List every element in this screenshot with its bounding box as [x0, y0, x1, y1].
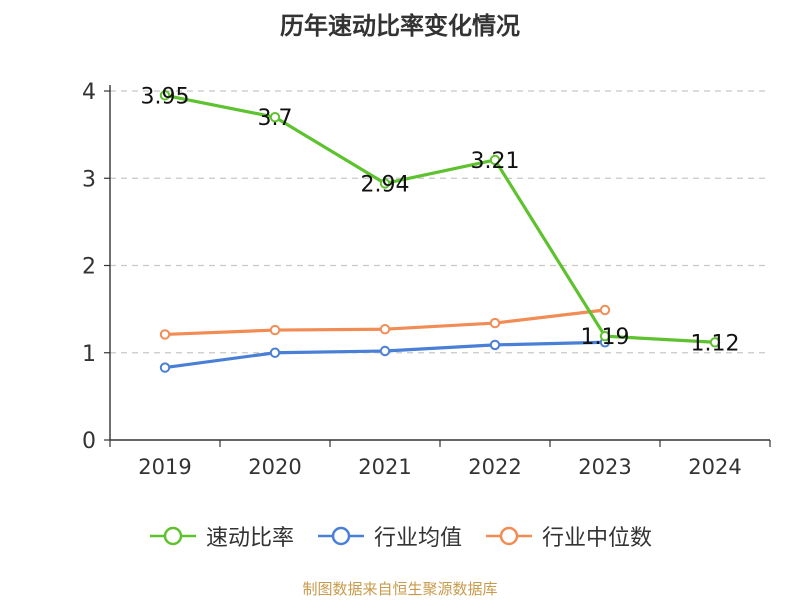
legend-label-quick-ratio: 速动比率 [205, 526, 294, 551]
x-tick-label: 2019 [138, 455, 191, 479]
y-tick-label: 2 [82, 255, 96, 280]
data-point[interactable] [379, 345, 391, 357]
data-source-note: 制图数据来自恒生聚源数据库 [302, 580, 498, 598]
data-point[interactable] [599, 304, 611, 316]
data-label: 3.21 [471, 149, 520, 174]
legend-item-industry-average[interactable]: 行业均值 [316, 520, 462, 552]
y-tick-label: 3 [82, 167, 96, 192]
legend-item-quick-ratio[interactable]: 速动比率 [148, 520, 294, 552]
legend-label-industry-median: 行业中位数 [542, 526, 653, 551]
x-tick-label: 2020 [248, 455, 301, 479]
y-tick-label: 4 [82, 80, 96, 105]
legend-swatch-industry-median [486, 526, 532, 546]
y-tick-label: 1 [82, 342, 96, 367]
data-label: 1.12 [691, 331, 740, 356]
x-tick-label: 2022 [468, 455, 521, 479]
legend-label-industry-average: 行业均值 [373, 526, 462, 551]
data-point[interactable] [379, 323, 391, 335]
x-tick-label: 2023 [578, 455, 631, 479]
data-point[interactable] [489, 317, 501, 329]
legend: 速动比率 行业均值 行业中位数 [0, 520, 800, 552]
x-tick-label: 2024 [688, 455, 741, 479]
data-point[interactable] [379, 178, 391, 189]
legend-item-industry-median[interactable]: 行业中位数 [484, 520, 652, 552]
data-point[interactable] [599, 330, 611, 342]
x-tick-label: 2021 [358, 455, 411, 479]
data-point[interactable] [159, 362, 171, 373]
data-point[interactable] [269, 324, 281, 336]
y-tick-label: 0 [82, 429, 96, 454]
chart-title: 历年速动比率变化情况 [280, 12, 520, 40]
legend-swatch-industry-average [317, 526, 364, 546]
data-label: 2.94 [361, 172, 410, 197]
legend-swatch-quick-ratio [149, 526, 196, 546]
data-point[interactable] [489, 154, 501, 166]
series-line-0 [164, 93, 716, 344]
data-label: 3.7 [258, 106, 293, 131]
data-label: 3.95 [141, 84, 190, 109]
data-label: 1.19 [581, 325, 630, 350]
data-point[interactable] [709, 337, 721, 348]
data-point[interactable] [159, 329, 171, 340]
data-point[interactable] [159, 90, 171, 101]
data-point[interactable] [269, 347, 281, 358]
data-point[interactable] [269, 111, 281, 123]
data-point[interactable] [489, 339, 501, 351]
